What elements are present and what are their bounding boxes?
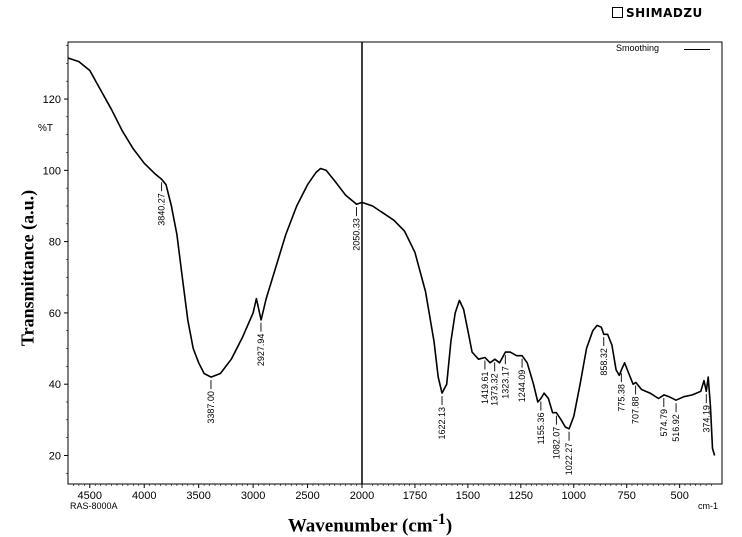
peak-label: 858.32 bbox=[599, 348, 609, 376]
series-line-smoothing bbox=[67, 57, 716, 456]
x-unit-label: cm-1 bbox=[698, 501, 718, 511]
legend-entry-smoothing: Smoothing bbox=[616, 43, 660, 53]
y-unit-label: %T bbox=[38, 123, 53, 134]
peak-label: 1244.09 bbox=[517, 370, 527, 403]
y-tick-label: 120 bbox=[43, 94, 61, 106]
x-tick-label: 2500 bbox=[295, 490, 319, 502]
peak-label: 1022.27 bbox=[564, 443, 574, 476]
y-tick-label: 40 bbox=[49, 379, 61, 391]
y-tick-label: 60 bbox=[49, 308, 61, 320]
x-tick-label: 750 bbox=[618, 490, 636, 502]
peak-label: 3840.27 bbox=[157, 193, 167, 226]
plot-frame bbox=[67, 41, 723, 485]
legend: Smoothing bbox=[612, 43, 718, 55]
peak-label: 775.38 bbox=[616, 384, 626, 412]
y-tick-label: 20 bbox=[49, 450, 61, 462]
x-tick-label: 4000 bbox=[132, 490, 156, 502]
brand-name: SHIMADZU bbox=[626, 6, 703, 20]
x-tick-label: 1750 bbox=[403, 490, 427, 502]
peak-label: 1419.61 bbox=[480, 371, 490, 404]
peak-label: 516.92 bbox=[671, 414, 681, 442]
brand-logo: SHIMADZU bbox=[612, 6, 703, 20]
peak-label: 1373.32 bbox=[490, 373, 500, 406]
peak-label: 374.19 bbox=[701, 405, 711, 433]
x-tick-label: 3000 bbox=[241, 490, 265, 502]
x-tick-label: 3500 bbox=[186, 490, 210, 502]
legend-line-sample bbox=[684, 49, 710, 50]
x-axis-label: Wavenumber (cm-1) bbox=[287, 511, 453, 537]
peak-label: 707.88 bbox=[631, 397, 641, 425]
peak-label: 1622.13 bbox=[437, 407, 447, 440]
x-tick-label: 1000 bbox=[562, 490, 586, 502]
y-tick-label: 80 bbox=[49, 237, 61, 249]
x-tick-label: 1500 bbox=[456, 490, 480, 502]
brand-mark-icon bbox=[612, 7, 623, 18]
x-tick-label: 500 bbox=[670, 490, 688, 502]
y-axis-label: Transmittance (a.u.) bbox=[17, 189, 38, 347]
peak-label: 2050.33 bbox=[352, 218, 362, 251]
peak-label: 1155.36 bbox=[536, 413, 546, 445]
x-tick-label: 4500 bbox=[78, 490, 102, 502]
peak-label: 1323.17 bbox=[500, 366, 510, 399]
instrument-label: RAS-8000A bbox=[70, 501, 118, 511]
peak-label: 1082.07 bbox=[551, 427, 561, 460]
peak-label: 2927.94 bbox=[256, 334, 266, 367]
x-tick-label: 1250 bbox=[509, 490, 533, 502]
peak-label: 574.79 bbox=[659, 409, 669, 437]
y-tick-label: 100 bbox=[43, 165, 61, 177]
peak-label: 3387.00 bbox=[206, 391, 216, 424]
x-tick-label: 2000 bbox=[350, 490, 374, 502]
